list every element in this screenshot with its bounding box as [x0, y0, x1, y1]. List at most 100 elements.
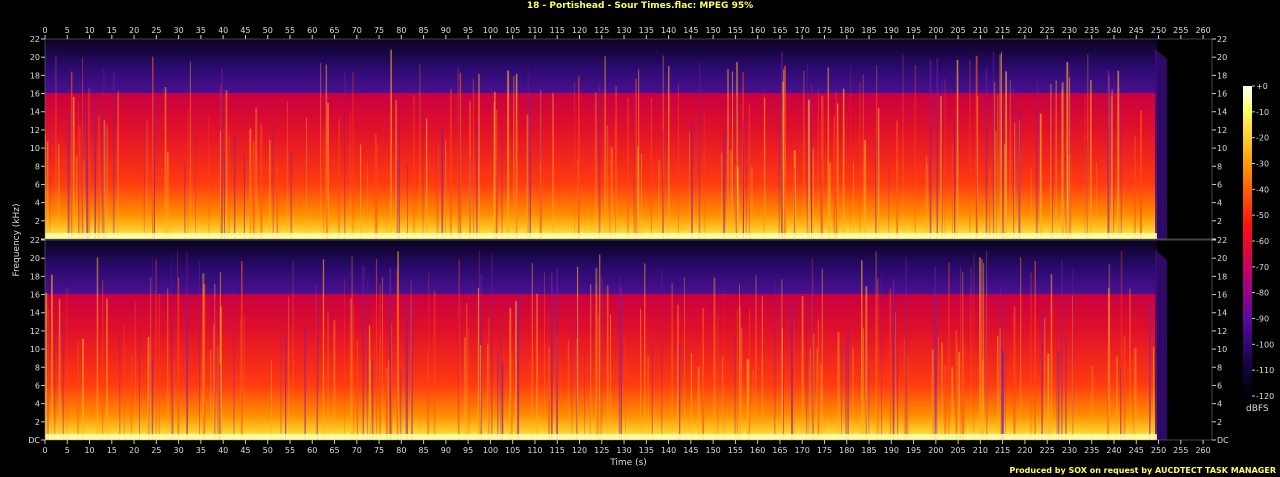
y-tick-label: 14 — [30, 108, 40, 117]
x-tick-label: 200 — [928, 446, 943, 455]
x-tick-label: 60 — [307, 26, 317, 35]
x-tick-label: 30 — [174, 446, 184, 455]
x-tick-label: 10 — [84, 26, 94, 35]
x-tick-label: 225 — [1040, 446, 1055, 455]
x-tick-label: 120 — [572, 26, 587, 35]
x-tick-label: 125 — [594, 446, 609, 455]
x-tick-label: 5 — [65, 26, 70, 35]
y-tick-label: 20 — [30, 254, 40, 263]
y-tick-label: 12 — [1217, 126, 1227, 135]
colorbar-tick-label: -80 — [1256, 289, 1269, 298]
y-tick-label: 20 — [1217, 254, 1227, 263]
spectrogram-channel-2 — [45, 240, 1212, 440]
x-tick-label: 0 — [42, 446, 47, 455]
y-tick-label: 10 — [1217, 345, 1227, 354]
spectrogram-channel-1 — [45, 39, 1212, 240]
x-tick-label: 160 — [750, 26, 765, 35]
x-tick-label: 80 — [396, 446, 406, 455]
y-tick-label: 4 — [1217, 400, 1222, 409]
x-tick-label: 135 — [639, 26, 654, 35]
colorbar-tick-label: -30 — [1256, 160, 1269, 169]
y-tick-label: 14 — [30, 309, 40, 318]
chart-title: 18 - Portishead - Sour Times.flac: MPEG … — [526, 1, 754, 11]
y-tick-label: 16 — [30, 291, 40, 300]
x-tick-label: 150 — [705, 446, 720, 455]
y-tick-label: 10 — [30, 345, 40, 354]
y-axis-label: Frequency (kHz) — [12, 203, 22, 277]
x-tick-label: 110 — [527, 446, 542, 455]
y-tick-label: 10 — [1217, 144, 1227, 153]
x-tick-label: 260 — [1195, 446, 1210, 455]
x-tick-label: 90 — [441, 26, 451, 35]
x-tick-label: 250 — [1151, 446, 1166, 455]
x-tick-label: 155 — [728, 26, 743, 35]
colorbar-tick-label: +0 — [1256, 82, 1268, 91]
x-tick-label: 40 — [218, 26, 228, 35]
x-tick-label: 95 — [463, 26, 473, 35]
x-tick-label: 190 — [884, 446, 899, 455]
x-tick-label: 235 — [1084, 446, 1099, 455]
x-tick-label: 155 — [728, 446, 743, 455]
x-tick-label: 85 — [419, 26, 429, 35]
y-tick-label: 4 — [35, 199, 40, 208]
x-tick-label: 185 — [861, 26, 876, 35]
footer-credit: Produced by SOX on request by AUCDTECT T… — [1009, 466, 1276, 475]
x-tick-label: 175 — [817, 446, 832, 455]
colorbar-tick-label: -50 — [1256, 211, 1269, 220]
x-tick-label: 200 — [928, 26, 943, 35]
colorbar-tick-label: -110 — [1256, 366, 1274, 375]
y-tick-label: 6 — [1217, 381, 1222, 390]
y-tick-label: 22 — [30, 35, 40, 44]
y-tick-label: 18 — [30, 272, 40, 281]
y-tick-label: 2 — [1217, 217, 1222, 226]
x-tick-label: 170 — [795, 26, 810, 35]
x-tick-label: 125 — [594, 26, 609, 35]
y-tick-label: 4 — [35, 400, 40, 409]
y-tick-label: 18 — [30, 71, 40, 80]
x-tick-label: 260 — [1195, 26, 1210, 35]
y-tick-label: 22 — [1217, 35, 1227, 44]
colorbar-tick-label: -60 — [1256, 237, 1269, 246]
x-tick-label: 0 — [42, 26, 47, 35]
x-tick-label: 180 — [839, 26, 854, 35]
x-tick-label: 140 — [661, 26, 676, 35]
x-tick-label: 55 — [285, 446, 295, 455]
y-tick-label: 14 — [1217, 108, 1227, 117]
y-tick-label: 12 — [30, 327, 40, 336]
colorbar-tick-label: -20 — [1256, 134, 1269, 143]
x-tick-label: 45 — [240, 26, 250, 35]
y-tick-label: 16 — [30, 90, 40, 99]
y-tick-label: 8 — [35, 363, 40, 372]
x-tick-label: 180 — [839, 446, 854, 455]
x-tick-label: 85 — [419, 446, 429, 455]
x-tick-label: 245 — [1129, 26, 1144, 35]
x-tick-label: 20 — [129, 26, 139, 35]
y-tick-label: 16 — [1217, 90, 1227, 99]
x-tick-label: 105 — [505, 26, 520, 35]
y-tick-label: 6 — [35, 381, 40, 390]
y-tick-label: 12 — [30, 126, 40, 135]
colorbar-tick-label: -120 — [1256, 392, 1274, 401]
x-tick-label: 60 — [307, 446, 317, 455]
x-tick-label: 65 — [329, 446, 339, 455]
x-tick-label: 35 — [196, 26, 206, 35]
x-tick-label: 225 — [1040, 26, 1055, 35]
y-tick-label: 22 — [30, 236, 40, 245]
x-tick-label: 220 — [1017, 26, 1032, 35]
colorbar-tick-label: -90 — [1256, 315, 1269, 324]
y-tick-label: 4 — [1217, 199, 1222, 208]
x-tick-label: 165 — [772, 26, 787, 35]
x-tick-label: 235 — [1084, 26, 1099, 35]
y-tick-label: 6 — [1217, 180, 1222, 189]
colorbar-tick-label: -70 — [1256, 263, 1269, 272]
y-tick-label: 10 — [30, 144, 40, 153]
x-tick-label: 210 — [973, 446, 988, 455]
x-tick-label: 195 — [906, 446, 921, 455]
x-tick-label: 230 — [1062, 446, 1077, 455]
x-tick-label: 45 — [240, 446, 250, 455]
colorbar-tick-label: -10 — [1256, 108, 1269, 117]
y-tick-label: 16 — [1217, 291, 1227, 300]
x-tick-label: 185 — [861, 446, 876, 455]
y-tick-label: DC — [28, 436, 40, 445]
